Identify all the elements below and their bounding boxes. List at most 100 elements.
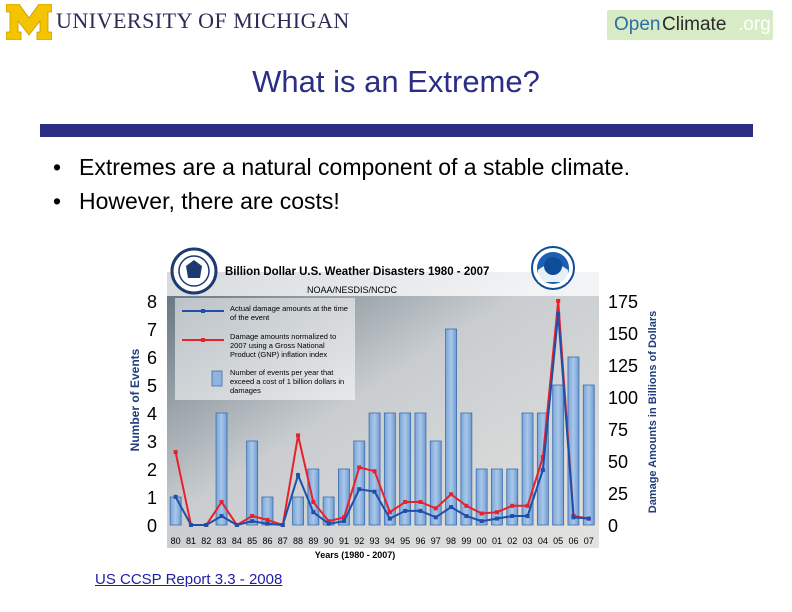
actual-damage-line-point — [571, 515, 576, 520]
x-tick-label: 02 — [507, 536, 517, 546]
x-tick-label: 91 — [339, 536, 349, 546]
actual-damage-line-point — [494, 516, 499, 521]
event-bar — [169, 496, 182, 526]
x-tick-label: 06 — [568, 536, 578, 546]
right-tick-label: 0 — [608, 516, 618, 536]
event-bar — [460, 412, 473, 526]
normalized-damage-line-point — [433, 506, 438, 511]
normalized-damage-line-point — [173, 450, 178, 455]
noaa-logo — [531, 246, 575, 290]
x-tick-label: 89 — [308, 536, 318, 546]
university-name: UNIVERSITY OF MICHIGAN — [56, 8, 350, 33]
bullet-item: • However, there are costs! — [50, 184, 630, 218]
right-axis-label: Damage Amounts in Billions of Dollars — [647, 311, 659, 514]
bullet-item: • Extremes are a natural component of a s… — [50, 150, 630, 184]
left-tick-label: 3 — [147, 432, 157, 452]
right-tick-label: 75 — [608, 420, 628, 440]
event-bar — [506, 468, 519, 526]
left-tick-label: 0 — [147, 516, 157, 536]
badge-climate-text: Climate — [662, 14, 727, 35]
event-bar — [429, 440, 442, 526]
normalized-damage-line-point — [265, 517, 270, 522]
left-tick-label: 5 — [147, 376, 157, 396]
commerce-seal — [170, 247, 218, 295]
event-bar — [567, 356, 580, 526]
title-divider — [40, 124, 753, 137]
chart-title: Billion Dollar U.S. Weather Disasters 19… — [225, 266, 489, 278]
slide-title: What is an Extreme? — [252, 64, 540, 99]
normalized-damage-line-point — [449, 492, 454, 497]
right-tick-label: 175 — [608, 292, 638, 312]
normalized-damage-line — [174, 300, 589, 527]
normalized-damage-line-point — [326, 519, 331, 524]
x-tick-label: 86 — [262, 536, 272, 546]
actual-damage-line-point — [418, 508, 423, 513]
event-bar — [445, 328, 457, 526]
actual-damage-line-point — [357, 487, 362, 492]
event-bar — [475, 468, 488, 526]
x-tick-label: 84 — [232, 536, 242, 546]
left-tick-label: 1 — [147, 488, 157, 508]
left-tick-label: 4 — [147, 404, 157, 424]
x-tick-label: 98 — [446, 536, 456, 546]
event-bar — [246, 440, 259, 526]
actual-damage-line-point — [449, 505, 454, 510]
normalized-damage-line-point — [494, 510, 499, 515]
event-bar — [521, 412, 534, 526]
event-bar — [215, 412, 228, 526]
actual-damage-line-point — [341, 519, 346, 524]
x-tick-label: 04 — [538, 536, 548, 546]
normalized-damage-line-point — [250, 514, 255, 519]
x-tick-label: 00 — [477, 536, 487, 546]
actual-damage-line-point — [204, 523, 209, 527]
left-axis-label: Number of Events — [128, 348, 142, 451]
right-tick-label: 100 — [608, 388, 638, 408]
right-tick-label: 125 — [608, 356, 638, 376]
source-link[interactable]: US CCSP Report 3.3 - 2008 — [95, 571, 283, 588]
university-block-m-logo — [6, 4, 52, 40]
normalized-damage-line-point — [372, 469, 377, 474]
actual-damage-line-point — [433, 515, 438, 520]
legend-actual-text: Actual damage amounts at the time of the… — [230, 304, 348, 322]
x-tick-label: 01 — [492, 536, 502, 546]
bullet-text: However, there are costs! — [79, 188, 340, 214]
bullet-text: Extremes are a natural component of a st… — [79, 154, 631, 180]
normalized-damage-line-point — [296, 433, 301, 438]
x-axis-label: Years (1980 - 2007) — [315, 550, 396, 560]
actual-damage-line-point — [540, 467, 545, 472]
actual-damage-line-point — [311, 510, 316, 515]
x-tick-label: 85 — [247, 536, 257, 546]
x-tick-label: 92 — [354, 536, 364, 546]
x-tick-label: 90 — [324, 536, 334, 546]
x-tick-label: 03 — [523, 536, 533, 546]
left-tick-label: 7 — [147, 320, 157, 340]
event-bar — [414, 412, 427, 526]
x-tick-label: 94 — [385, 536, 395, 546]
left-tick-label: 8 — [147, 292, 157, 312]
normalized-damage-line-point — [311, 499, 316, 504]
x-tick-label: 95 — [400, 536, 410, 546]
actual-damage-line-point — [479, 519, 484, 524]
normalized-damage-line-point — [464, 503, 469, 508]
x-tick-label: 05 — [553, 536, 563, 546]
actual-damage-line-point — [265, 521, 270, 526]
openclimate-badge[interactable] — [607, 10, 773, 40]
actual-damage-line-point — [387, 516, 392, 521]
actual-damage-line-point — [525, 514, 530, 519]
normalized-damage-line-point — [556, 299, 561, 303]
x-tick-label: 87 — [278, 536, 288, 546]
event-bar — [292, 496, 304, 526]
actual-damage-line-point — [219, 514, 224, 519]
x-tick-label: 99 — [461, 536, 471, 546]
actual-damage-line — [174, 313, 589, 527]
normalized-damage-line-point — [479, 511, 484, 516]
event-bar — [307, 468, 320, 526]
normalized-damage-line-point — [341, 515, 346, 520]
event-bar — [491, 468, 503, 526]
x-tick-label: 93 — [370, 536, 380, 546]
actual-damage-line-point — [464, 514, 469, 519]
actual-damage-line-point — [173, 494, 178, 499]
normalized-damage-line-point — [219, 499, 224, 504]
actual-damage-line-point — [296, 473, 301, 478]
chart-legend: Actual damage amounts at the time of the… — [175, 298, 355, 400]
